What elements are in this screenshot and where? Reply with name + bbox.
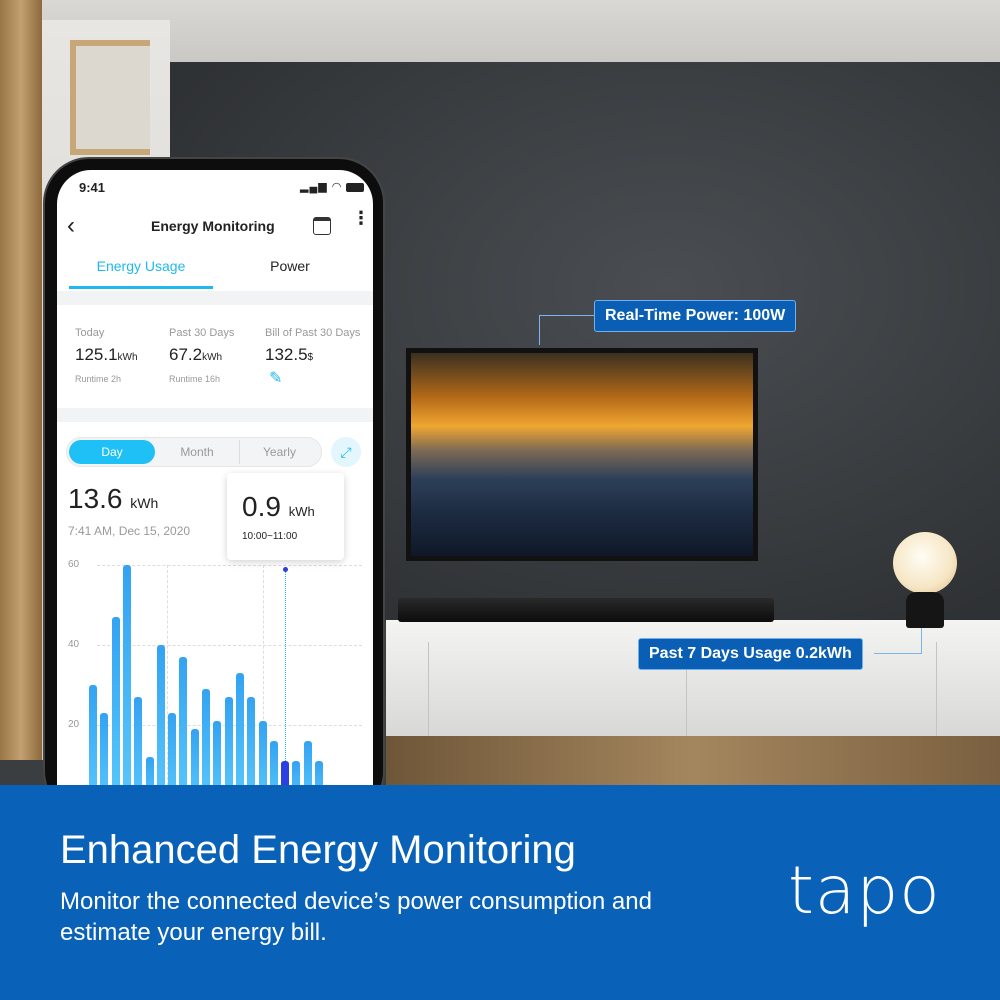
grid-line <box>167 565 168 785</box>
stat-bill: Bill of Past 30 Days 132.5$ ✎ <box>265 327 361 387</box>
bar[interactable] <box>213 721 222 785</box>
period-segmented-control: Day Month Yearly <box>66 437 322 467</box>
total-energy: 13.6 kWh <box>68 483 159 514</box>
bar[interactable] <box>202 689 210 785</box>
divider <box>57 291 373 305</box>
selection-dot <box>283 567 289 572</box>
active-tab-indicator <box>69 286 213 289</box>
selection-line <box>285 570 287 761</box>
floor <box>386 736 1000 786</box>
television <box>406 348 758 561</box>
page-title: Energy Monitoring <box>151 218 275 234</box>
callout-line <box>539 315 595 345</box>
bar-selected[interactable] <box>281 761 290 785</box>
headline: Enhanced Energy Monitoring <box>60 828 576 872</box>
tab-power[interactable]: Power <box>270 258 310 274</box>
calendar-icon[interactable] <box>313 217 331 235</box>
soundbar <box>398 598 774 622</box>
wood-panel <box>0 0 42 760</box>
bar[interactable] <box>190 729 199 785</box>
back-chevron-left-icon[interactable]: ‹ <box>67 212 75 239</box>
y-tick-label: 60 <box>68 559 80 570</box>
segment-day[interactable]: Day <box>69 440 155 464</box>
subtitle: Monitor the connected device’s power con… <box>60 888 652 946</box>
bar[interactable] <box>315 761 323 785</box>
divider <box>57 408 373 422</box>
segment-yearly[interactable]: Yearly <box>239 440 319 464</box>
energy-bar-chart: 60 40 20 <box>57 555 373 785</box>
bar[interactable] <box>122 565 131 785</box>
callout-line <box>874 628 922 654</box>
phone-screen: 9:41 ▂▄▆ ◠ ‹ Energy Monitoring ⋮ Energy … <box>57 170 373 785</box>
bar[interactable] <box>247 697 256 785</box>
bar[interactable] <box>89 685 97 785</box>
total-timestamp: 7:41 AM, Dec 15, 2020 <box>68 524 191 538</box>
y-tick-label: 20 <box>68 719 80 730</box>
lamp-globe <box>893 532 957 594</box>
bar[interactable] <box>224 697 233 785</box>
bar[interactable] <box>269 741 278 785</box>
more-vertical-icon[interactable]: ⋮ <box>352 208 370 228</box>
status-time: 9:41 <box>79 180 106 195</box>
bar[interactable] <box>292 761 301 785</box>
past-7-days-callout: Past 7 Days Usage 0.2kWh <box>638 638 863 670</box>
status-icons: ▂▄▆ ◠ <box>300 180 365 193</box>
tv-picture <box>411 353 753 556</box>
stat-today: Today 125.1kWh Runtime 2h <box>75 327 138 384</box>
bar[interactable] <box>258 721 267 785</box>
realtime-power-callout: Real-Time Power: 100W <box>594 300 797 332</box>
stat-past-30-days: Past 30 Days 67.2kWh Runtime 16h <box>169 327 235 384</box>
bar[interactable] <box>303 741 312 785</box>
grid-line <box>97 565 362 566</box>
chart-tooltip: 0.9 kWh 10:00~11:00 <box>227 473 344 560</box>
signal-icon: ▂▄▆ <box>300 181 328 193</box>
bookshelf <box>70 40 150 155</box>
pencil-icon[interactable]: ✎ <box>269 370 283 387</box>
y-tick-label: 40 <box>68 639 80 650</box>
bar[interactable] <box>134 697 143 785</box>
bar[interactable] <box>145 757 154 785</box>
lamp-base <box>906 592 944 628</box>
expand-icon[interactable]: ⤢ <box>331 437 361 467</box>
bar[interactable] <box>179 657 188 785</box>
banner <box>0 785 1000 1000</box>
wifi-icon: ◠ <box>331 181 343 193</box>
segment-month[interactable]: Month <box>180 445 214 459</box>
battery-icon <box>346 182 365 192</box>
bar[interactable] <box>168 713 177 785</box>
bar[interactable] <box>111 617 120 785</box>
tab-energy-usage[interactable]: Energy Usage <box>96 258 186 274</box>
bar[interactable] <box>156 645 165 785</box>
grid-line <box>263 565 264 785</box>
bar[interactable] <box>100 713 109 785</box>
grid-line <box>97 645 362 646</box>
tapo-logo: tapo <box>788 852 941 929</box>
bar[interactable] <box>235 673 244 785</box>
